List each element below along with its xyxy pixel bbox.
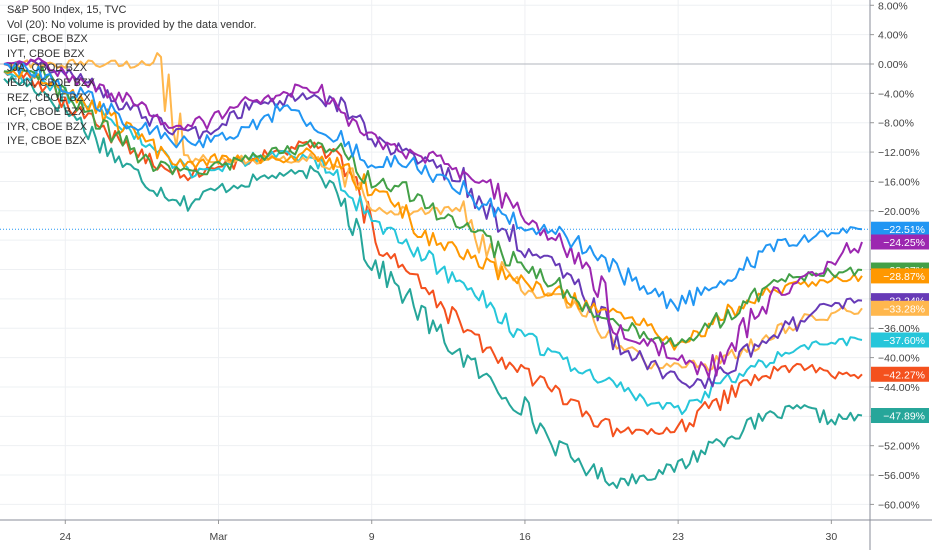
- x-tick-label: 9: [369, 531, 375, 543]
- badge-background: [871, 366, 929, 382]
- badge-label: −33.28%: [883, 303, 925, 315]
- series-line[interactable]: [3, 75, 863, 489]
- y-tick-label: −44.00%: [878, 382, 920, 394]
- last-value-badge: −33.28%: [871, 300, 929, 316]
- legend-entry[interactable]: IEUN, CBOE BZX: [7, 76, 96, 89]
- x-tick-label: 16: [519, 531, 531, 543]
- x-tick-label: 23: [672, 531, 684, 543]
- series-line[interactable]: [3, 59, 863, 389]
- chart-title[interactable]: S&P 500 Index, 15, TVC: [7, 4, 127, 16]
- legend-entry[interactable]: JJA, CBOE BZX: [7, 62, 88, 75]
- y-tick-label: 0.00%: [878, 59, 908, 71]
- y-tick-label: −4.00%: [878, 88, 914, 100]
- legend-entry[interactable]: IYR, CBOE BZX: [7, 120, 88, 133]
- badge-label: −47.89%: [883, 411, 925, 423]
- y-tick-label: −12.00%: [878, 147, 920, 159]
- volume-note[interactable]: Vol (20): No volume is provided by the d…: [7, 18, 257, 31]
- badge-background: [871, 408, 929, 424]
- last-value-badge: −42.27%: [871, 366, 929, 382]
- badge-background: [871, 332, 929, 348]
- y-tick-label: −16.00%: [878, 176, 920, 188]
- y-tick-label: −52.00%: [878, 441, 920, 453]
- x-tick-label: 24: [59, 531, 71, 543]
- legend-entry[interactable]: REZ, CBOE BZX: [7, 91, 91, 104]
- y-tick-label: 8.00%: [878, 0, 908, 12]
- series-line[interactable]: [3, 68, 863, 351]
- badge-label: −42.27%: [883, 369, 925, 381]
- legend-entry[interactable]: ICF, CBOE BZX: [7, 106, 86, 119]
- x-tick-label: Mar: [209, 531, 228, 543]
- series-line[interactable]: [3, 57, 863, 379]
- badge-background: [871, 234, 929, 250]
- badge-label: −28.87%: [883, 271, 925, 283]
- badge-label: −24.25%: [883, 237, 925, 249]
- series-line[interactable]: [3, 66, 863, 348]
- y-tick-label: −8.00%: [878, 118, 914, 130]
- legend-entry[interactable]: IYE, CBOE BZX: [7, 135, 87, 148]
- last-value-badge: −47.89%: [871, 408, 929, 424]
- badge-background: [871, 300, 929, 316]
- x-tick-label: 30: [826, 531, 838, 543]
- y-tick-label: −36.00%: [878, 323, 920, 335]
- series-line[interactable]: [3, 62, 863, 312]
- last-value-badge: −28.87%: [871, 268, 929, 284]
- badge-label: −22.51%: [883, 224, 925, 236]
- badge-background: [871, 268, 929, 284]
- y-tick-label: −60.00%: [878, 499, 920, 511]
- y-tick-label: −56.00%: [878, 470, 920, 482]
- series-line[interactable]: [3, 70, 863, 416]
- last-value-badge: −24.25%: [871, 234, 929, 250]
- legend-entry[interactable]: IGE, CBOE BZX: [7, 33, 88, 46]
- y-tick-label: 4.00%: [878, 30, 908, 42]
- series-line[interactable]: [3, 68, 863, 438]
- last-value-badge: −37.60%: [871, 332, 929, 348]
- badge-label: −37.60%: [883, 335, 925, 347]
- legend-entry[interactable]: IYT, CBOE BZX: [7, 47, 85, 60]
- y-tick-label: −20.00%: [878, 206, 920, 218]
- y-tick-label: −40.00%: [878, 353, 920, 365]
- legend: S&P 500 Index, 15, TVC Vol (20): No volu…: [7, 3, 256, 149]
- last-value-badge: −22.51%: [871, 221, 929, 237]
- badge-background: [871, 221, 929, 237]
